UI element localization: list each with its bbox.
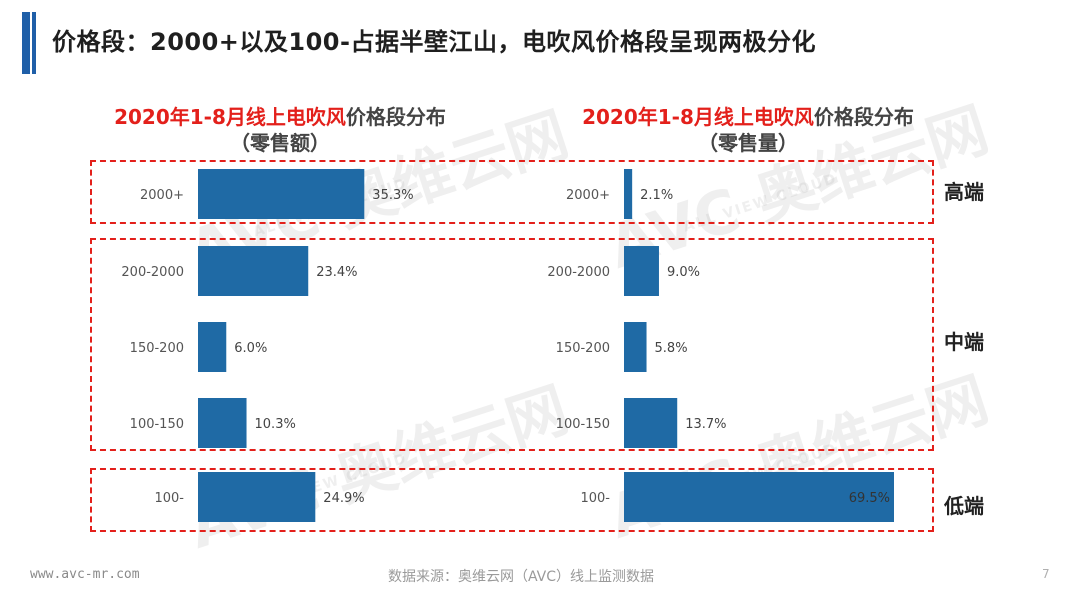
- title-accent-bar-thick: [22, 12, 30, 74]
- chart-retail-volume: 2000+ 2.1% 200-2000 9.0% 150-200 5.8% 100-150 1…: [547, 169, 894, 522]
- chart-title-left-red: 2020年1-8月线上电吹风: [114, 105, 346, 129]
- segment-box-low: [90, 468, 934, 532]
- value-label: 10.3%: [255, 417, 296, 432]
- category-label: 150-200: [556, 341, 610, 356]
- category-label: 100-150: [130, 417, 184, 432]
- bar: [198, 169, 365, 219]
- title-accent-bar: [22, 12, 36, 74]
- bar: [624, 398, 678, 448]
- category-label: 2000+: [140, 188, 184, 203]
- chart-subtitle-left: （零售额）: [230, 131, 330, 155]
- segment-box-mid: [90, 238, 934, 451]
- footer-source: 数据来源：奥维云网（AVC）线上监测数据: [388, 569, 655, 585]
- bar: [624, 472, 894, 522]
- value-label: 23.4%: [316, 265, 357, 280]
- segment-label-mid: 中端: [944, 330, 984, 354]
- page-title: 价格段：2000+以及100-占据半壁江山，电吹风价格段呈现两极分化: [52, 28, 816, 56]
- bar: [198, 322, 227, 372]
- value-label: 13.7%: [685, 417, 726, 432]
- title-accent-bar-thin: [32, 12, 36, 74]
- footer-url: www.avc-mr.com: [30, 567, 140, 582]
- chart-title-right-red: 2020年1-8月线上电吹风: [582, 105, 814, 129]
- chart-title-right-gray: 价格段分布: [813, 105, 914, 129]
- category-label: 100-: [580, 491, 610, 506]
- chart-title-left: 2020年1-8月线上电吹风价格段分布 （零售额）: [70, 104, 490, 156]
- category-label: 100-: [154, 491, 184, 506]
- value-label: 5.8%: [655, 341, 688, 356]
- bar: [198, 246, 309, 296]
- chart-title-right: 2020年1-8月线上电吹风价格段分布 （零售量）: [538, 104, 958, 156]
- bar: [624, 322, 647, 372]
- bar: [624, 169, 633, 219]
- chart-title-left-gray: 价格段分布: [345, 105, 446, 129]
- segment-box-high: [90, 160, 934, 224]
- page-number: 7: [1042, 567, 1050, 581]
- segment-label-low: 低端: [944, 494, 984, 518]
- bar: [198, 472, 316, 522]
- bar: [624, 246, 659, 296]
- value-label: 69.5%: [849, 491, 890, 506]
- chart-subtitle-right: （零售量）: [698, 131, 798, 155]
- bar: [198, 398, 247, 448]
- chart-retail-value: 2000+ 35.3% 200-2000 23.4% 150-200 6.0% 100-15…: [121, 169, 414, 522]
- value-label: 35.3%: [372, 188, 413, 203]
- value-label: 24.9%: [323, 491, 364, 506]
- category-label: 2000+: [566, 188, 610, 203]
- category-label: 200-2000: [121, 265, 184, 280]
- value-label: 6.0%: [234, 341, 267, 356]
- value-label: 9.0%: [667, 265, 700, 280]
- segment-label-high: 高端: [944, 180, 984, 204]
- category-label: 100-150: [556, 417, 610, 432]
- category-label: 200-2000: [547, 265, 610, 280]
- value-label: 2.1%: [640, 188, 673, 203]
- category-label: 150-200: [130, 341, 184, 356]
